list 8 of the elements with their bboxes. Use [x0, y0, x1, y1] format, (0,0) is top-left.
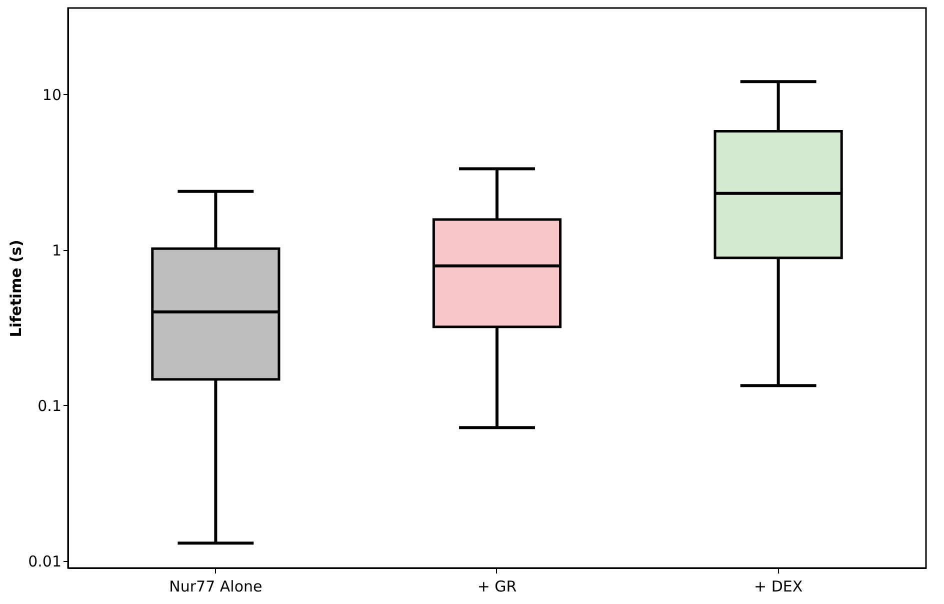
y-tick-label: 0.1 [38, 396, 62, 415]
x-tick-label: + GR [477, 578, 517, 596]
y-tick-label: 0.01 [28, 552, 62, 570]
y-tick-label: 1 [52, 241, 62, 260]
x-tick-label: Nur77 Alone [169, 578, 262, 596]
y-tick-label: 10 [42, 86, 62, 104]
x-tick-label: + DEX [754, 578, 803, 596]
y-axis-title: Lifetime (s) [7, 240, 26, 338]
